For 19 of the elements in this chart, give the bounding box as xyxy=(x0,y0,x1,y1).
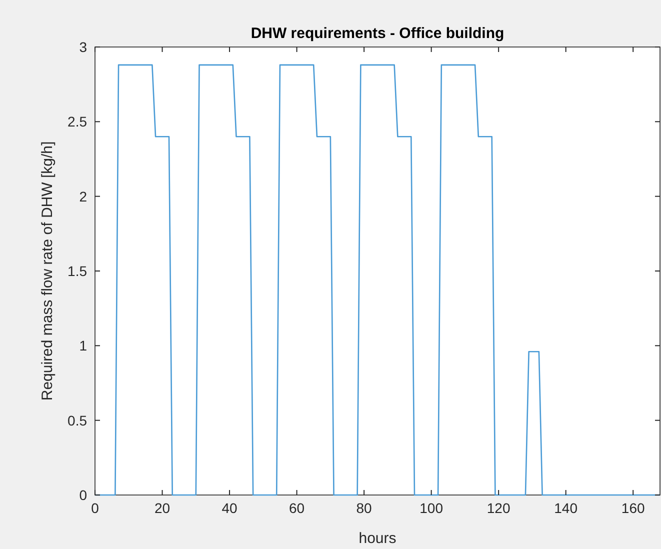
y-tick-label: 2 xyxy=(79,188,88,204)
y-tick-label: 2.5 xyxy=(68,114,88,130)
x-tick-label: 40 xyxy=(222,500,238,516)
y-tick-label: 0 xyxy=(79,487,88,503)
y-tick-label: 1 xyxy=(79,338,88,354)
x-tick-label: 140 xyxy=(554,500,578,516)
x-tick-label: 120 xyxy=(486,500,510,516)
y-tick-label: 1.5 xyxy=(68,263,88,279)
x-tick-label: 0 xyxy=(91,500,100,516)
y-axis-title: Required mass flow rate of DHW [kg/h] xyxy=(39,141,56,401)
chart-title: DHW requirements - Office building xyxy=(250,25,504,42)
x-tick-label: 80 xyxy=(356,500,372,516)
x-tick-label: 100 xyxy=(420,500,444,516)
x-tick-label: 20 xyxy=(154,500,170,516)
x-axis-title: hours xyxy=(358,530,396,547)
y-tick-label: 3 xyxy=(79,39,88,55)
x-tick-label: 60 xyxy=(288,500,305,516)
x-tick-label: 160 xyxy=(621,500,645,516)
y-tick-label: 0.5 xyxy=(68,412,88,428)
